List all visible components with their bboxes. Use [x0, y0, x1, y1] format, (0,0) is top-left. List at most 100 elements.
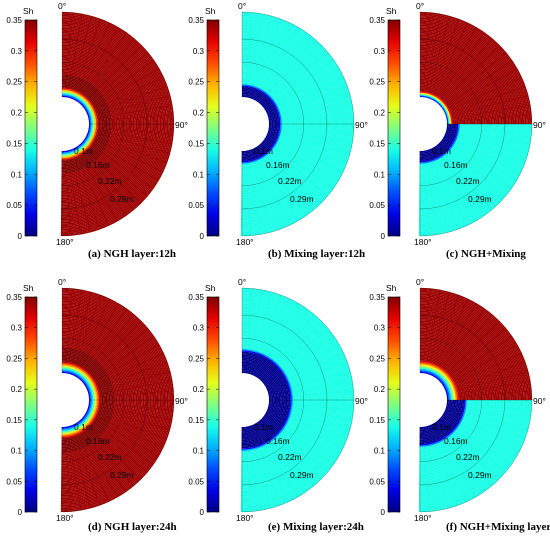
field-cell: [121, 140, 126, 147]
radius-label: 0.1m: [74, 146, 93, 156]
field-cell: [105, 116, 108, 121]
field-cell: [88, 153, 93, 157]
colorbar-tick-label: 0.3: [11, 47, 23, 56]
field-cell: [113, 155, 119, 162]
field-cell: [67, 89, 72, 92]
field-cell: [80, 174, 86, 178]
field-cell: [90, 137, 93, 142]
field-cell: [97, 92, 102, 98]
field-cell: [103, 72, 110, 79]
field-cell: [108, 152, 113, 158]
field-cell: [108, 106, 112, 112]
field-cell: [85, 82, 91, 86]
field-cell: [95, 99, 100, 104]
field-cell: [111, 161, 117, 168]
field-cell: [89, 141, 93, 145]
field-cell: [126, 129, 129, 137]
field-cell: [420, 74, 425, 76]
field-cell: [120, 89, 126, 96]
field-cell: [90, 60, 98, 66]
field-cell: [72, 184, 79, 187]
field-cell: [91, 88, 96, 93]
field-cell: [102, 89, 107, 95]
field-cell: [90, 94, 94, 99]
field-cell: [78, 86, 83, 90]
field-cell: [93, 166, 99, 171]
field-cell: [125, 124, 128, 131]
field-cell: [87, 152, 92, 156]
field-cell: [118, 83, 124, 90]
field-cell: [95, 107, 99, 112]
field-cell: [86, 156, 91, 161]
field-cell: [87, 143, 92, 148]
field-cell: [100, 176, 107, 182]
field-cell: [113, 138, 117, 144]
field-cell: [85, 94, 90, 99]
field-cell: [88, 144, 93, 149]
field-cell: [91, 151, 96, 156]
field-cell: [118, 108, 121, 115]
field-cell: [291, 124, 294, 129]
field-cell: [100, 96, 105, 101]
field-cell: [107, 107, 111, 112]
field-cell: [72, 65, 79, 68]
field-cell: [88, 104, 92, 108]
field-cell: [123, 135, 127, 142]
field-cell: [109, 147, 114, 153]
field-cell: [79, 147, 84, 151]
field-cell: [101, 95, 106, 101]
field-cell: [79, 73, 86, 77]
field-cell: [87, 147, 92, 152]
field-cell: [96, 114, 99, 119]
field-cell: [93, 124, 95, 128]
field-cell: [62, 55, 69, 58]
field-cell: [64, 160, 69, 163]
field-cell: [92, 101, 96, 106]
field-cell: [117, 158, 123, 165]
field-cell: [96, 130, 99, 134]
field-cell: [280, 124, 282, 128]
field-cell: [77, 182, 84, 186]
field-cell: [89, 131, 93, 136]
field-cell: [66, 94, 71, 97]
field-cell: [84, 95, 89, 100]
field-cell: [102, 94, 107, 100]
field-cell: [65, 84, 70, 87]
field-cell: [106, 173, 113, 179]
field-cell: [67, 93, 71, 96]
field-cell: [65, 167, 70, 170]
field-cell: [80, 163, 86, 167]
field-cell: [61, 170, 67, 173]
field-cell: [67, 188, 74, 191]
field-cell: [108, 96, 113, 102]
field-cell: [71, 66, 78, 70]
field-cell: [95, 169, 102, 175]
field-cell: [90, 150, 95, 155]
field-cell: [98, 70, 105, 76]
field-cell: [76, 67, 83, 71]
field-cell: [101, 112, 105, 118]
field-cell: [96, 140, 100, 145]
field-cell: [97, 102, 101, 107]
field-cell: [91, 132, 94, 136]
field-cell: [107, 132, 110, 137]
field-cell: [124, 141, 128, 148]
field-cell: [93, 85, 98, 91]
field-cell: [291, 119, 294, 125]
field-cell: [102, 143, 106, 149]
field-cell: [61, 157, 66, 160]
field-cell: [94, 178, 102, 184]
field-cell: [79, 98, 83, 102]
field-cell: [106, 165, 112, 171]
field-cell: [95, 82, 101, 88]
field-cell: [105, 131, 109, 137]
field-cell: [102, 116, 105, 121]
field-cell: [89, 74, 96, 79]
field-cell: [111, 73, 117, 80]
field-cell: [61, 186, 68, 188]
field-cell: [96, 81, 102, 87]
field-cell: [97, 133, 101, 138]
field-cell: [74, 76, 80, 79]
field-cell: [103, 93, 108, 99]
field-cell: [112, 94, 117, 100]
